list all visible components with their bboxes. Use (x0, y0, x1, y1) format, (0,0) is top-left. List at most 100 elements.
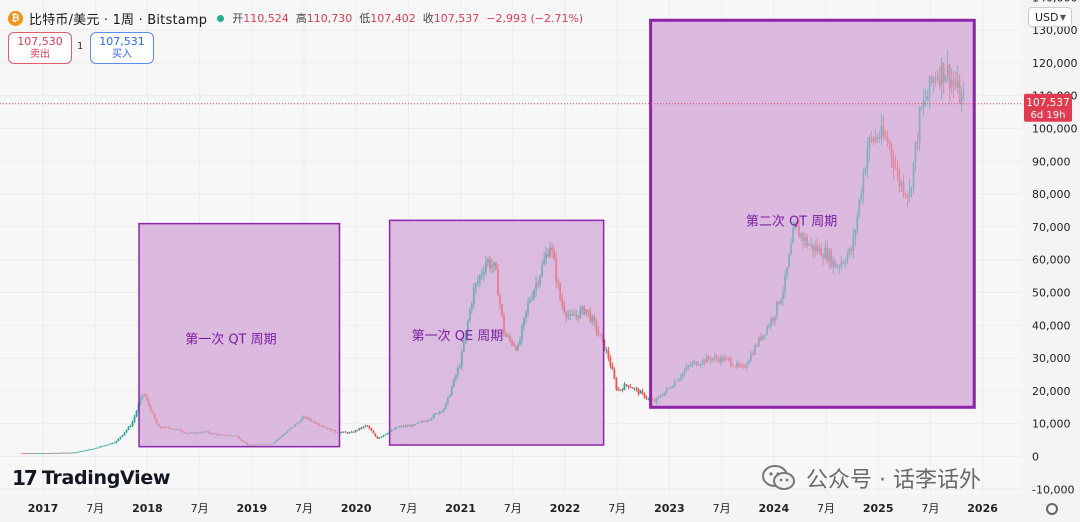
market-status-dot (217, 14, 225, 22)
candle-body (595, 321, 598, 331)
x-tick-label: 2022 (550, 502, 581, 515)
candle-body (37, 453, 40, 455)
candle-body (422, 421, 425, 422)
candle-body (629, 386, 632, 388)
candle-body (346, 432, 349, 434)
y-tick-label: 80,000 (1032, 188, 1071, 201)
candle-body (27, 453, 30, 455)
x-tick-label: 2021 (445, 502, 476, 515)
candle-body (81, 451, 84, 452)
candle-body (133, 416, 136, 422)
candle-body (647, 398, 650, 400)
candle-body (450, 386, 453, 396)
candle-body (535, 283, 537, 290)
candle-body (55, 452, 58, 454)
candle-body (487, 259, 489, 263)
candle-body (601, 335, 604, 340)
candle-body (575, 315, 578, 317)
current-price-value: 107,537 (1026, 97, 1069, 109)
candle-body (456, 368, 459, 376)
candle-body (59, 452, 62, 454)
candle-body (460, 351, 463, 367)
candle-body (356, 430, 359, 432)
candle-body (440, 411, 443, 413)
order-quantity[interactable]: 1 (77, 41, 84, 52)
candle-body (523, 317, 525, 327)
candle-body (123, 432, 126, 435)
candle-body (637, 389, 640, 394)
x-tick-label: 2023 (654, 502, 685, 515)
sell-button[interactable]: 107,530 卖出 (8, 32, 72, 64)
candle-body (599, 333, 602, 336)
candle-body (85, 450, 88, 451)
candle-body (374, 433, 377, 437)
x-tick-label: 2019 (236, 502, 267, 515)
cycle-box-label: 第一次 QE 周期 (412, 328, 504, 344)
candle-body (625, 384, 628, 386)
currency-value: USD (1035, 10, 1059, 24)
candle-body (529, 299, 531, 303)
candle-body (470, 303, 473, 310)
candle-body (376, 436, 379, 439)
x-tick-label: 7月 (921, 502, 939, 515)
candle-body (639, 391, 642, 394)
symbol-title[interactable]: 比特币/美元 · 1周 · Bitstamp (29, 12, 208, 28)
candle-body (41, 453, 44, 454)
buy-label: 买入 (112, 49, 132, 60)
cycle-boxes-over (138, 18, 976, 448)
x-tick-label: 2025 (863, 502, 894, 515)
candle-body (91, 449, 94, 450)
ohlc-change: −2,993 (−2.71%) (486, 11, 584, 25)
candle-body (430, 418, 433, 420)
settings-gear-icon[interactable] (1046, 503, 1058, 515)
candle-body (613, 369, 616, 379)
y-tick-label: 100,000 (1032, 123, 1078, 136)
candle-body (509, 336, 511, 341)
candle-body (83, 450, 86, 452)
tradingview-logo[interactable]: 17 TradingView (12, 466, 170, 490)
candle-body (432, 414, 435, 419)
candle-body (115, 441, 118, 443)
candle-body (35, 453, 38, 455)
sell-price: 107,530 (17, 35, 63, 48)
candle-body (380, 436, 383, 438)
candle-body (65, 452, 68, 454)
currency-select[interactable]: USD ▼ (1028, 7, 1072, 27)
candle-body (340, 432, 343, 433)
candle-body (607, 350, 610, 359)
candle-body (21, 453, 24, 455)
candle-body (499, 295, 501, 305)
cycle-box-label: 第一次 QT 周期 (185, 331, 276, 347)
candle-body (474, 283, 477, 289)
candle-body (135, 410, 138, 417)
candle-body (111, 443, 114, 445)
y-tick-label: 130,000 (1032, 24, 1078, 37)
candle-body (507, 336, 509, 338)
candle-body (501, 304, 503, 316)
cycle-box-fill (389, 220, 604, 446)
buy-button[interactable]: 107,531 买入 (90, 32, 154, 64)
chevron-down-icon: ▼ (1059, 12, 1066, 22)
sell-label: 卖出 (30, 49, 50, 60)
candle-body (396, 427, 399, 429)
y-tick-label: 30,000 (1032, 352, 1071, 365)
candle-body (489, 259, 491, 268)
y-tick-label: 20,000 (1032, 385, 1071, 398)
candle-body (400, 425, 403, 427)
candle-body (73, 452, 76, 454)
candle-body (583, 306, 586, 315)
candle-body (573, 314, 576, 317)
candle-body (619, 389, 622, 391)
x-tick-label: 2026 (967, 502, 998, 515)
candle-body (370, 428, 373, 432)
candle-body (119, 436, 122, 439)
candle-body (621, 389, 624, 391)
candle-body (412, 424, 415, 427)
candle-body (476, 280, 479, 284)
x-tick-label: 7月 (504, 502, 522, 515)
candle-body (589, 311, 592, 322)
candle-body (549, 247, 552, 257)
x-tick-label: 2017 (28, 502, 59, 515)
